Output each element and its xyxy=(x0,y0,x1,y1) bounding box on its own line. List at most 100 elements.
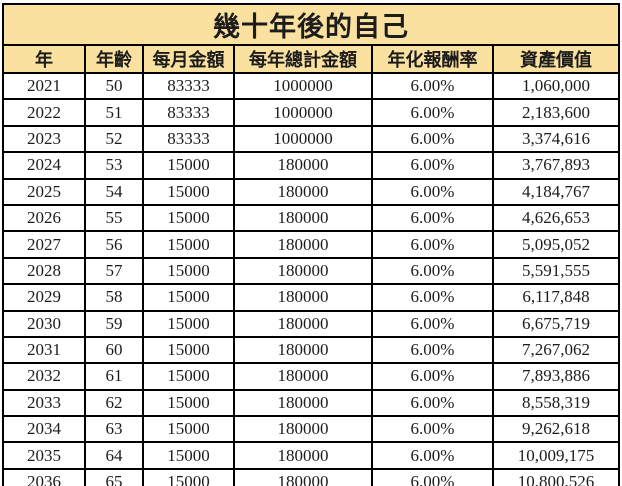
cell-annual-return: 6.00% xyxy=(371,98,494,127)
cell-asset-value: 4,626,653 xyxy=(492,203,620,233)
cell-age: 52 xyxy=(84,124,144,154)
cell-annual-return: 6.00% xyxy=(371,283,494,312)
cell-age: 62 xyxy=(84,388,144,418)
cell-annual-total: 180000 xyxy=(233,230,373,259)
cell-annual-return: 6.00% xyxy=(371,388,494,418)
cell-monthly-amount: 15000 xyxy=(142,362,235,391)
projection-sheet: 幾十年後的自己 年 年齡 每月金額 每年總計金額 年化報酬率 資產價值 2021… xyxy=(2,3,620,486)
cell-annual-total: 180000 xyxy=(233,309,373,338)
cell-age: 65 xyxy=(84,467,144,486)
cell-age: 64 xyxy=(84,441,144,470)
cell-asset-value: 1,060,000 xyxy=(492,71,620,101)
cell-monthly-amount: 15000 xyxy=(142,467,235,486)
projection-table: 幾十年後的自己 年 年齡 每月金額 每年總計金額 年化報酬率 資產價值 2021… xyxy=(2,3,620,486)
cell-year: 2028 xyxy=(2,256,86,286)
cell-asset-value: 6,117,848 xyxy=(492,283,620,312)
table-row: 2032 61 15000 180000 6.00% 7,893,886 xyxy=(2,362,620,391)
cell-annual-total: 180000 xyxy=(233,441,373,470)
title-row: 幾十年後的自己 xyxy=(2,3,620,46)
cell-annual-return: 6.00% xyxy=(371,415,494,444)
cell-annual-return: 6.00% xyxy=(371,441,494,470)
cell-age: 50 xyxy=(84,71,144,101)
cell-asset-value: 7,267,062 xyxy=(492,335,620,365)
table-row: 2022 51 83333 1000000 6.00% 2,183,600 xyxy=(2,98,620,127)
cell-annual-total: 180000 xyxy=(233,362,373,391)
column-header-asset-value: 資產價值 xyxy=(492,44,620,74)
cell-annual-return: 6.00% xyxy=(371,151,494,180)
cell-asset-value: 6,675,719 xyxy=(492,309,620,338)
cell-year: 2021 xyxy=(2,71,86,101)
table-row: 2025 54 15000 180000 6.00% 4,184,767 xyxy=(2,177,620,206)
cell-annual-return: 6.00% xyxy=(371,362,494,391)
column-header-annual-total: 每年總計金額 xyxy=(233,44,373,74)
table-title: 幾十年後的自己 xyxy=(2,3,620,46)
cell-annual-return: 6.00% xyxy=(371,177,494,206)
table-body: 幾十年後的自己 年 年齡 每月金額 每年總計金額 年化報酬率 資產價值 2021… xyxy=(2,3,620,486)
table-row: 2036 65 15000 180000 6.00% 10,800,526 xyxy=(2,467,620,486)
cell-year: 2024 xyxy=(2,151,86,180)
cell-annual-total: 1000000 xyxy=(233,98,373,127)
cell-monthly-amount: 83333 xyxy=(142,71,235,101)
cell-monthly-amount: 15000 xyxy=(142,415,235,444)
cell-annual-total: 1000000 xyxy=(233,71,373,101)
table-row: 2023 52 83333 1000000 6.00% 3,374,616 xyxy=(2,124,620,154)
table-row: 2035 64 15000 180000 6.00% 10,009,175 xyxy=(2,441,620,470)
cell-annual-total: 180000 xyxy=(233,203,373,233)
cell-annual-return: 6.00% xyxy=(371,71,494,101)
column-header-year: 年 xyxy=(2,44,86,74)
cell-annual-total: 180000 xyxy=(233,151,373,180)
table-row: 2030 59 15000 180000 6.00% 6,675,719 xyxy=(2,309,620,338)
cell-monthly-amount: 15000 xyxy=(142,256,235,286)
cell-monthly-amount: 83333 xyxy=(142,98,235,127)
cell-monthly-amount: 15000 xyxy=(142,388,235,418)
cell-monthly-amount: 15000 xyxy=(142,441,235,470)
cell-year: 2026 xyxy=(2,203,86,233)
table-row: 2033 62 15000 180000 6.00% 8,558,319 xyxy=(2,388,620,418)
header-row: 年 年齡 每月金額 每年總計金額 年化報酬率 資產價值 xyxy=(2,44,620,74)
cell-year: 2034 xyxy=(2,415,86,444)
column-header-monthly-amount: 每月金額 xyxy=(142,44,235,74)
cell-monthly-amount: 15000 xyxy=(142,283,235,312)
cell-annual-total: 180000 xyxy=(233,388,373,418)
cell-annual-return: 6.00% xyxy=(371,124,494,154)
cell-annual-return: 6.00% xyxy=(371,203,494,233)
table-row: 2024 53 15000 180000 6.00% 3,767,893 xyxy=(2,151,620,180)
cell-asset-value: 10,009,175 xyxy=(492,441,620,470)
cell-monthly-amount: 15000 xyxy=(142,309,235,338)
cell-age: 58 xyxy=(84,283,144,312)
cell-annual-total: 180000 xyxy=(233,283,373,312)
cell-year: 2023 xyxy=(2,124,86,154)
cell-year: 2029 xyxy=(2,283,86,312)
cell-year: 2027 xyxy=(2,230,86,259)
cell-age: 53 xyxy=(84,151,144,180)
cell-annual-return: 6.00% xyxy=(371,230,494,259)
cell-monthly-amount: 15000 xyxy=(142,203,235,233)
cell-annual-total: 180000 xyxy=(233,467,373,486)
cell-year: 2030 xyxy=(2,309,86,338)
cell-age: 55 xyxy=(84,203,144,233)
table-row: 2027 56 15000 180000 6.00% 5,095,052 xyxy=(2,230,620,259)
table-row: 2031 60 15000 180000 6.00% 7,267,062 xyxy=(2,335,620,365)
cell-annual-return: 6.00% xyxy=(371,309,494,338)
cell-annual-return: 6.00% xyxy=(371,256,494,286)
cell-age: 61 xyxy=(84,362,144,391)
cell-annual-total: 180000 xyxy=(233,177,373,206)
cell-asset-value: 7,893,886 xyxy=(492,362,620,391)
cell-annual-total: 180000 xyxy=(233,415,373,444)
cell-asset-value: 5,591,555 xyxy=(492,256,620,286)
cell-year: 2025 xyxy=(2,177,86,206)
cell-asset-value: 4,184,767 xyxy=(492,177,620,206)
cell-year: 2031 xyxy=(2,335,86,365)
cell-monthly-amount: 15000 xyxy=(142,335,235,365)
table-row: 2026 55 15000 180000 6.00% 4,626,653 xyxy=(2,203,620,233)
cell-asset-value: 9,262,618 xyxy=(492,415,620,444)
cell-annual-return: 6.00% xyxy=(371,467,494,486)
cell-asset-value: 3,374,616 xyxy=(492,124,620,154)
cell-asset-value: 10,800,526 xyxy=(492,467,620,486)
column-header-annual-return: 年化報酬率 xyxy=(371,44,494,74)
cell-year: 2033 xyxy=(2,388,86,418)
cell-age: 63 xyxy=(84,415,144,444)
cell-monthly-amount: 15000 xyxy=(142,230,235,259)
cell-monthly-amount: 15000 xyxy=(142,151,235,180)
